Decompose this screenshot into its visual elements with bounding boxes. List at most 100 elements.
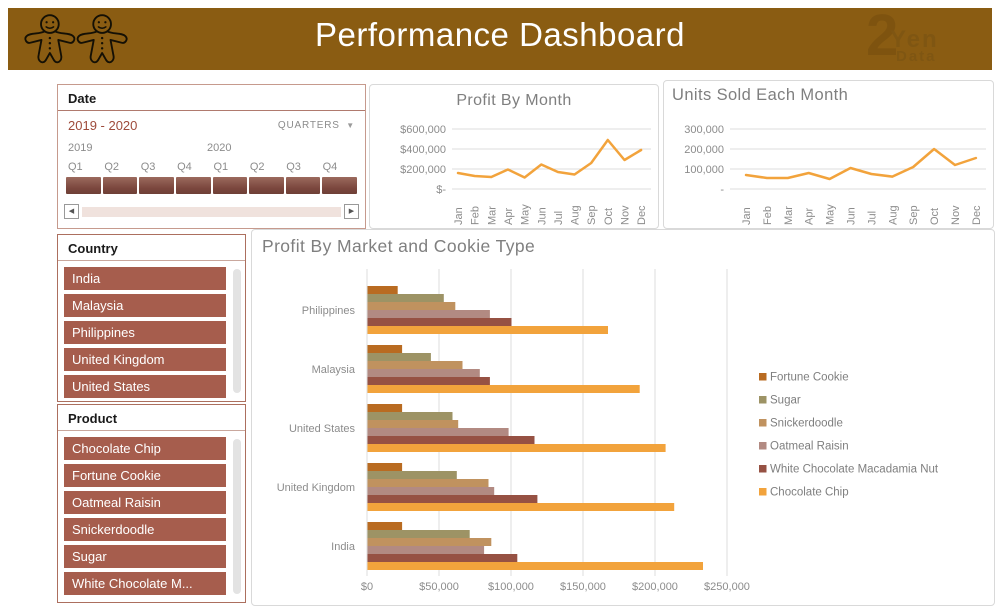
bar-united-kingdom-white-chocolate-macadamia-nut xyxy=(367,495,538,503)
svg-text:Feb: Feb xyxy=(762,206,774,225)
svg-text:Dec: Dec xyxy=(636,205,648,225)
bar-philippines-oatmeal-raisin xyxy=(367,310,490,318)
bar-united-states-white-chocolate-macadamia-nut xyxy=(367,436,535,444)
svg-text:$0: $0 xyxy=(361,581,373,593)
bar-malaysia-oatmeal-raisin xyxy=(367,369,480,377)
units-sold-plot: 300,000 200,000 100,000 - Jan Feb Mar Apr May Jun… xyxy=(684,124,986,225)
timeline-quarter-labels: Q1 Q2 Q3 Q4 Q1 Q2 Q3 Q4 xyxy=(58,154,365,173)
country-scrollbar[interactable] xyxy=(233,269,241,393)
svg-text:100,000: 100,000 xyxy=(684,164,724,176)
bar-india-snickerdoodle xyxy=(367,538,492,546)
bar-philippines-white-chocolate-macadamia-nut xyxy=(367,318,512,326)
timeline-quarter-block[interactable] xyxy=(66,177,101,194)
timeline-quarter-block[interactable] xyxy=(212,177,248,194)
bar-malaysia-fortune-cookie xyxy=(367,345,403,353)
svg-text:Chocolate Chip: Chocolate Chip xyxy=(770,487,849,499)
svg-text:Jan: Jan xyxy=(453,207,465,225)
svg-text:$600,000: $600,000 xyxy=(400,124,446,136)
country-item[interactable]: India xyxy=(64,267,226,290)
bar-philippines-snickerdoodle xyxy=(367,302,456,310)
bar-india-chocolate-chip xyxy=(367,562,703,570)
product-item[interactable]: Oatmeal Raisin xyxy=(64,491,226,514)
date-range-label: 2019 - 2020 xyxy=(68,118,138,133)
svg-text:$200,000: $200,000 xyxy=(632,581,678,593)
svg-text:Jul: Jul xyxy=(553,211,565,225)
timeline-quarter-block[interactable] xyxy=(139,177,174,194)
svg-text:Mar: Mar xyxy=(486,206,498,225)
svg-text:$100,000: $100,000 xyxy=(488,581,534,593)
timeline-scroll-left-button[interactable]: ◀ xyxy=(64,204,79,219)
page-title: Performance Dashboard xyxy=(314,16,686,53)
granularity-label: QUARTERS xyxy=(277,120,340,131)
logo-numeral: 2 xyxy=(866,3,899,68)
country-slicer: Country India Malaysia Philippines United K… xyxy=(57,234,246,402)
country-item[interactable]: United Kingdom xyxy=(64,348,226,371)
country-item[interactable]: Malaysia xyxy=(64,294,226,317)
svg-text:Jul: Jul xyxy=(866,211,878,225)
product-slicer-title: Product xyxy=(58,405,245,431)
svg-text:Apr: Apr xyxy=(503,208,515,225)
bar-india-oatmeal-raisin xyxy=(367,546,485,554)
svg-text:Malaysia: Malaysia xyxy=(312,364,356,376)
year-label: 2020 xyxy=(207,142,232,154)
quarter-label: Q3 xyxy=(140,161,156,173)
bar-india-sugar xyxy=(367,530,470,538)
svg-text:Oct: Oct xyxy=(603,208,615,225)
bar-united-states-oatmeal-raisin xyxy=(367,428,509,436)
profit-by-market-chart: Profit By Market and Cookie Type $0 $50,0… xyxy=(251,229,995,606)
profit-by-market-plot: $0 $50,000 $100,000 $150,000 $200,000 $250,00… xyxy=(277,269,939,593)
svg-text:Snickerdoodle: Snickerdoodle xyxy=(770,418,843,430)
logo-word-data: Data xyxy=(896,48,937,65)
svg-text:United Kingdom: United Kingdom xyxy=(277,482,355,494)
timeline-quarter-block[interactable] xyxy=(102,177,138,194)
timeline-year-labels: 2019 2020 xyxy=(58,133,365,154)
svg-text:Nov: Nov xyxy=(620,205,632,225)
timeline-scrollbar-track[interactable] xyxy=(82,206,341,217)
product-list: Chocolate Chip Fortune Cookie Oatmeal Rais… xyxy=(64,437,226,595)
bar-malaysia-snickerdoodle xyxy=(367,361,463,369)
country-item[interactable]: United States xyxy=(64,375,226,398)
bar-india-white-chocolate-macadamia-nut xyxy=(367,554,518,562)
profit-by-month-chart: Profit By Month $600,000 $400,000 $200,000… xyxy=(369,84,659,229)
product-item[interactable]: White Chocolate M... xyxy=(64,572,226,595)
date-slicer-title: Date xyxy=(58,85,365,111)
yen-data-logo: 2 Yen Data xyxy=(848,3,978,70)
timeline-scroll-right-button[interactable]: ▶ xyxy=(344,204,359,219)
granularity-dropdown[interactable]: QUARTERS ▼ xyxy=(278,120,355,131)
year-label: 2019 xyxy=(68,142,93,154)
bar-philippines-chocolate-chip xyxy=(367,326,608,334)
bar-united-states-snickerdoodle xyxy=(367,420,459,428)
timeline-quarter-block[interactable] xyxy=(285,177,321,194)
product-item[interactable]: Chocolate Chip xyxy=(64,437,226,460)
quarter-label: Q1 xyxy=(213,161,229,173)
svg-text:Apr: Apr xyxy=(804,208,816,225)
svg-text:United States: United States xyxy=(289,423,356,435)
svg-text:May: May xyxy=(520,204,532,225)
country-item[interactable]: Philippines xyxy=(64,321,226,344)
quarter-label: Q3 xyxy=(286,161,301,173)
product-scrollbar[interactable] xyxy=(233,439,241,594)
timeline-quarter-block[interactable] xyxy=(175,177,211,194)
product-item[interactable]: Snickerdoodle xyxy=(64,518,226,541)
quarter-label: Q4 xyxy=(322,161,338,173)
timeline-quarter-block[interactable] xyxy=(322,177,357,194)
bar-united-kingdom-snickerdoodle xyxy=(367,479,489,487)
bar-india-fortune-cookie xyxy=(367,522,403,530)
svg-text:Oct: Oct xyxy=(929,208,941,225)
svg-text:$400,000: $400,000 xyxy=(400,144,446,156)
svg-text:Aug: Aug xyxy=(887,205,899,225)
product-item[interactable]: Fortune Cookie xyxy=(64,464,226,487)
svg-text:Mar: Mar xyxy=(783,206,795,225)
product-item[interactable]: Sugar xyxy=(64,545,226,568)
units-sold-title: Units Sold Each Month xyxy=(672,86,849,104)
bar-united-kingdom-fortune-cookie xyxy=(367,463,403,471)
quarter-label: Q1 xyxy=(68,161,83,173)
country-list: India Malaysia Philippines United Kingdom Un… xyxy=(64,267,226,398)
bar-malaysia-white-chocolate-macadamia-nut xyxy=(367,377,490,385)
profit-by-month-title: Profit By Month xyxy=(456,92,572,109)
svg-text:$-: $- xyxy=(436,184,446,196)
timeline-quarter-block[interactable] xyxy=(249,177,284,194)
svg-text:May: May xyxy=(825,204,837,225)
units-sold-chart: Units Sold Each Month 300,000 200,000 100,… xyxy=(663,80,994,229)
